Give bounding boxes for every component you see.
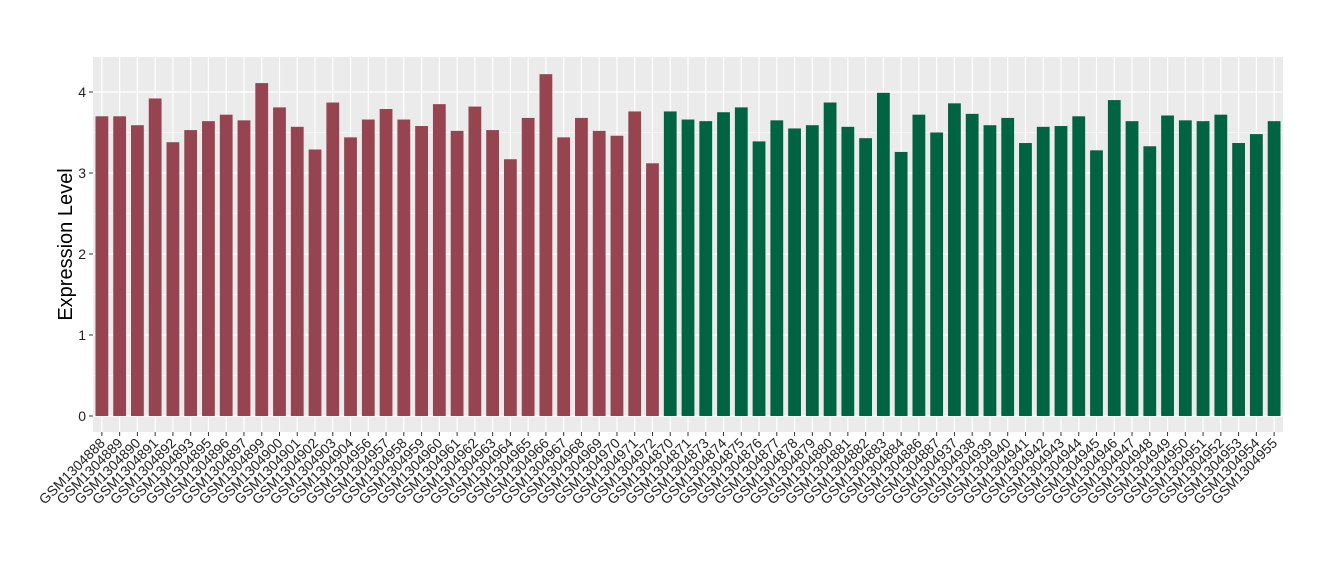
y-tick-label: 0 bbox=[78, 408, 86, 424]
bar bbox=[770, 120, 784, 416]
y-axis: 0 1 2 3 4 bbox=[78, 84, 93, 424]
bar bbox=[699, 121, 713, 416]
bar bbox=[1196, 121, 1210, 416]
bar bbox=[841, 126, 855, 416]
bar bbox=[379, 109, 393, 416]
bar bbox=[965, 113, 979, 417]
y-tick-label: 3 bbox=[78, 165, 86, 181]
bar bbox=[344, 137, 357, 417]
bar bbox=[148, 98, 162, 416]
bar bbox=[1072, 116, 1086, 417]
bar bbox=[397, 119, 411, 416]
bar bbox=[557, 137, 571, 417]
bar bbox=[202, 121, 215, 416]
bar bbox=[1143, 146, 1157, 416]
bar bbox=[113, 116, 127, 417]
bar bbox=[663, 111, 677, 416]
bar bbox=[468, 106, 482, 416]
bars bbox=[95, 74, 1281, 417]
bar bbox=[734, 107, 748, 416]
bar bbox=[1054, 126, 1068, 417]
bar bbox=[894, 151, 908, 416]
bar bbox=[788, 128, 801, 416]
y-tick-label: 2 bbox=[78, 246, 86, 262]
bar bbox=[1249, 134, 1263, 416]
bar bbox=[717, 112, 730, 416]
bar bbox=[1267, 121, 1281, 416]
bar bbox=[184, 130, 198, 416]
bar bbox=[415, 126, 428, 417]
bar bbox=[1232, 143, 1245, 416]
bar bbox=[326, 102, 340, 416]
bar bbox=[486, 130, 500, 416]
bar bbox=[859, 138, 873, 417]
bar bbox=[273, 107, 286, 416]
bar bbox=[1161, 115, 1174, 417]
bar bbox=[876, 92, 890, 416]
bar bbox=[628, 111, 642, 416]
bar bbox=[681, 119, 695, 416]
bar bbox=[805, 125, 819, 417]
bar bbox=[575, 117, 588, 417]
bar bbox=[503, 159, 517, 417]
bar bbox=[1019, 143, 1032, 416]
bar bbox=[1090, 150, 1103, 416]
bar bbox=[1001, 117, 1015, 417]
bar bbox=[95, 116, 109, 417]
bar bbox=[930, 132, 944, 416]
bar bbox=[361, 119, 375, 416]
y-tick-label: 1 bbox=[78, 327, 86, 343]
bar bbox=[610, 135, 624, 417]
bar bbox=[646, 163, 659, 416]
bar bbox=[1178, 120, 1192, 416]
bar bbox=[450, 130, 464, 416]
bar bbox=[308, 149, 322, 416]
bar bbox=[1036, 126, 1050, 416]
bar bbox=[948, 103, 961, 416]
bar bbox=[983, 125, 997, 417]
bar bbox=[131, 125, 144, 417]
bar bbox=[237, 120, 251, 416]
y-tick-label: 4 bbox=[78, 84, 86, 100]
bar bbox=[823, 102, 837, 416]
bar bbox=[539, 74, 553, 417]
bar bbox=[592, 130, 606, 416]
bar bbox=[166, 142, 180, 416]
y-axis-title: Expression Level bbox=[55, 168, 77, 320]
bar bbox=[290, 126, 304, 416]
bar bbox=[912, 114, 926, 417]
bar bbox=[1214, 114, 1228, 417]
bar bbox=[219, 114, 233, 417]
bar bbox=[752, 141, 766, 416]
x-axis: GSM1304888GSM1304889GSM1304890GSM1304891… bbox=[36, 432, 1280, 507]
bar bbox=[521, 117, 535, 417]
bar bbox=[432, 104, 446, 417]
bar bbox=[1125, 121, 1139, 416]
bar bbox=[255, 83, 269, 416]
bar bbox=[1107, 100, 1121, 416]
